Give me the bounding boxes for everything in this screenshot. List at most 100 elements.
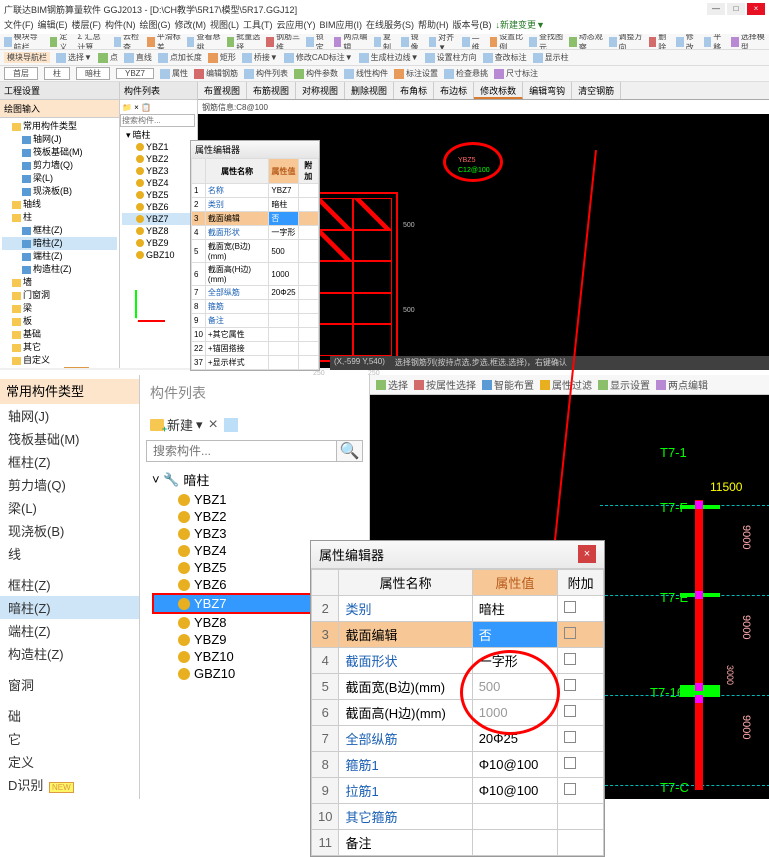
tb-define[interactable]: 定义: [50, 34, 72, 50]
tb2-coldir[interactable]: 设置柱方向: [425, 52, 477, 63]
combo-type[interactable]: 暗柱: [76, 67, 110, 80]
bl-f-const[interactable]: 构造柱(Z): [0, 642, 139, 665]
tb-pan[interactable]: 平移: [704, 34, 726, 50]
tb-scale[interactable]: 设置比例: [490, 34, 524, 50]
ctab-2[interactable]: 对称视图: [296, 82, 345, 99]
bl-wall[interactable]: 剪力墙(Q): [0, 473, 139, 496]
rb-linear[interactable]: 线性构件: [344, 68, 388, 79]
mid-ybz3[interactable]: YBZ3: [122, 165, 195, 177]
tb-cloud-check[interactable]: 云检查: [114, 34, 142, 50]
bt-root[interactable]: ˅ 🔧 暗柱: [152, 468, 357, 491]
tb2-sel[interactable]: 选择▼: [56, 52, 92, 63]
tb-2pt[interactable]: 两点编辑: [334, 34, 368, 50]
tree-hiddencol[interactable]: 暗柱(Z): [2, 237, 117, 250]
peb-title[interactable]: 属性编辑器 ×: [311, 541, 604, 569]
rb-check[interactable]: 检查悬挑: [444, 68, 488, 79]
bl-raft[interactable]: 筏板基础(M): [0, 427, 139, 450]
peb-row-9[interactable]: 9拉筋1Φ10@100: [312, 778, 604, 804]
tree-f-cad[interactable]: CAD识别NEW: [2, 367, 117, 368]
delete-button[interactable]: ×: [209, 416, 218, 434]
ctab-6[interactable]: 修改标数: [474, 82, 523, 99]
tb-view-cant[interactable]: 查看悬挑: [187, 34, 221, 50]
rb-list[interactable]: 构件列表: [244, 68, 288, 79]
peb-row-7[interactable]: 7全部纵筋20Φ25: [312, 726, 604, 752]
tb-align[interactable]: 对齐▼: [429, 34, 457, 50]
tb2-chkdim[interactable]: 查改标注: [483, 52, 527, 63]
ctab-5[interactable]: 布边标: [434, 82, 474, 99]
mid-gbz10[interactable]: GBZ10: [122, 249, 195, 261]
peb-row-11[interactable]: 11备注: [312, 830, 604, 856]
mid-ybz1[interactable]: YBZ1: [122, 141, 195, 153]
bl-f-framecol[interactable]: 框柱(Z): [0, 573, 139, 596]
bl-m3[interactable]: 它: [0, 727, 139, 750]
tb-flat[interactable]: 平滑标差: [147, 34, 181, 50]
bl-m4[interactable]: 定义: [0, 750, 139, 773]
menu-draw[interactable]: 绘图(G): [140, 18, 171, 34]
bl-framecol[interactable]: 框柱(Z): [0, 450, 139, 473]
tree-beam[interactable]: 梁(L): [2, 172, 117, 185]
combo-floor[interactable]: 首层: [4, 67, 38, 80]
mid-ybz8[interactable]: YBZ8: [122, 225, 195, 237]
tree-framecol[interactable]: 框柱(Z): [2, 224, 117, 237]
tb2-ptlen[interactable]: 点加长度: [158, 52, 202, 63]
close-button[interactable]: ×: [747, 3, 765, 15]
ctab-0[interactable]: 布置视图: [198, 82, 247, 99]
rb-edit-rebar[interactable]: 编辑钢筋: [194, 68, 238, 79]
search-input[interactable]: [146, 440, 337, 462]
tree-raft[interactable]: 筏板基础(M): [2, 146, 117, 159]
bl-f-end[interactable]: 端柱(Z): [0, 619, 139, 642]
tb-find[interactable]: 查找图元: [529, 34, 563, 50]
tree-constcol[interactable]: 构造柱(Z): [2, 263, 117, 276]
tree-endcol[interactable]: 端柱(Z): [2, 250, 117, 263]
peb-row-5[interactable]: 5截面宽(B边)(mm)500: [312, 674, 604, 700]
mid-root[interactable]: ▾ 暗柱: [122, 129, 195, 141]
tree-f-custom[interactable]: 自定义: [2, 354, 117, 367]
tb-rebar3d[interactable]: 钢筋三维: [266, 34, 300, 50]
tb-mirror[interactable]: 镜像: [401, 34, 423, 50]
bl-beam[interactable]: 梁(L): [0, 496, 139, 519]
br-tb-4[interactable]: 显示设置: [598, 377, 650, 392]
maximize-button[interactable]: □: [727, 3, 745, 15]
combo-cat[interactable]: 柱: [44, 67, 70, 80]
bt-ybz2[interactable]: YBZ2: [152, 508, 357, 525]
mid-ybz5[interactable]: YBZ5: [122, 189, 195, 201]
tree-f-other[interactable]: 其它: [2, 341, 117, 354]
tb-batch[interactable]: 批量选择: [227, 34, 261, 50]
bl-m2[interactable]: 础: [0, 704, 139, 727]
peb-close-button[interactable]: ×: [578, 545, 596, 563]
tree-f-col[interactable]: 柱: [2, 211, 117, 224]
bl-slab[interactable]: 现浇板(B): [0, 519, 139, 542]
tb2-cad[interactable]: 修改CAD标注▼: [284, 52, 353, 63]
bl-m0[interactable]: 窗洞: [0, 673, 139, 696]
tb2-rect[interactable]: 矩形: [208, 52, 236, 63]
peb-row-2[interactable]: 2类别暗柱: [312, 596, 604, 622]
bt-ybz1[interactable]: YBZ1: [152, 491, 357, 508]
menu-version[interactable]: 版本号(B): [453, 18, 492, 34]
menu-view[interactable]: 视图(L): [210, 18, 239, 34]
mid-ybz7[interactable]: YBZ7: [122, 213, 195, 225]
new-button[interactable]: 新建 ▾: [150, 415, 203, 434]
tree-slab[interactable]: 现浇板(B): [2, 185, 117, 198]
tb-lock[interactable]: 锁定: [306, 34, 328, 50]
br-tb-2[interactable]: 智能布置: [482, 377, 534, 392]
ctab-7[interactable]: 编辑弯钩: [523, 82, 572, 99]
tb-nav[interactable]: 模块导航栏: [4, 34, 44, 50]
tb2-line[interactable]: 直线: [124, 52, 152, 63]
peb-row-8[interactable]: 8箍筋1Φ10@100: [312, 752, 604, 778]
menu-help[interactable]: 帮助(H): [418, 18, 449, 34]
ctab-3[interactable]: 删除视图: [345, 82, 394, 99]
mid-ybz2[interactable]: YBZ2: [122, 153, 195, 165]
minimize-button[interactable]: —: [707, 3, 725, 15]
tree-f-door[interactable]: 门窗洞: [2, 289, 117, 302]
menu-cloud[interactable]: 云应用(Y): [277, 18, 316, 34]
menu-modify[interactable]: 修改(M): [175, 18, 207, 34]
br-tb-5[interactable]: 两点编辑: [656, 377, 708, 392]
peb-row-4[interactable]: 4截面形状一字形: [312, 648, 604, 674]
tree-f-beam[interactable]: 梁: [2, 302, 117, 315]
tree-f-axis[interactable]: 轴线: [2, 198, 117, 211]
tb-del[interactable]: 删除: [649, 34, 671, 50]
ctab-4[interactable]: 布角标: [394, 82, 434, 99]
ctab-8[interactable]: 清空钢筋: [572, 82, 621, 99]
rb-dim-set[interactable]: 标注设置: [394, 68, 438, 79]
tb2-showcol[interactable]: 显示柱: [533, 52, 569, 63]
